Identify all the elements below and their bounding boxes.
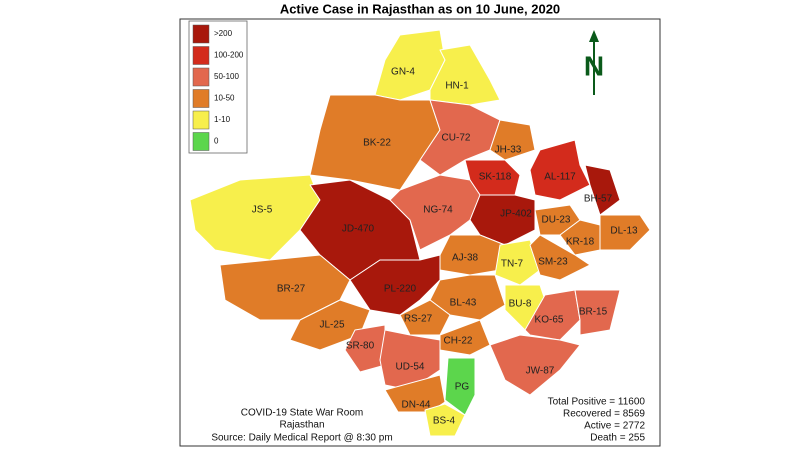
footer-line: Rajasthan xyxy=(279,420,324,431)
district-label: JP-402 xyxy=(500,209,532,220)
district-label: HN-1 xyxy=(445,81,469,92)
legend-swatch xyxy=(192,110,210,130)
district xyxy=(424,403,466,437)
district-label: SK-118 xyxy=(479,172,512,183)
district-label: SR-80 xyxy=(346,341,375,352)
district xyxy=(574,289,621,336)
district xyxy=(344,324,386,373)
district-label: RS-27 xyxy=(404,314,433,325)
district-label: JW-87 xyxy=(526,366,555,377)
map-title: Active Case in Rajasthan as on 10 June, … xyxy=(280,1,560,16)
district xyxy=(189,174,321,261)
legend-swatch xyxy=(192,24,210,44)
districts xyxy=(189,29,651,437)
legend-swatch xyxy=(192,132,210,151)
legend-swatch xyxy=(192,67,210,87)
district-label: SM-23 xyxy=(538,257,568,268)
district xyxy=(584,164,621,216)
district xyxy=(599,214,651,251)
legend-label: 10-50 xyxy=(214,94,235,103)
legend-label: 0 xyxy=(214,137,219,146)
district-label: BH-57 xyxy=(584,194,613,205)
district-label: BR-15 xyxy=(579,307,608,318)
district xyxy=(389,174,481,251)
district xyxy=(529,139,591,201)
legend-label: 100-200 xyxy=(214,51,244,60)
district-label: CH-22 xyxy=(444,336,473,347)
district-label: BU-8 xyxy=(509,299,532,310)
district-label: BK-22 xyxy=(363,138,391,149)
footer-line: COVID-19 State War Room xyxy=(241,408,363,419)
district-label: UD-54 xyxy=(396,362,425,373)
district-label: PL-220 xyxy=(384,284,417,295)
district-label: AJ-38 xyxy=(452,253,479,264)
district-label: DL-13 xyxy=(610,226,638,237)
district-label: JD-470 xyxy=(342,224,375,235)
district-label: KO-65 xyxy=(535,315,564,326)
district xyxy=(489,334,581,396)
district xyxy=(374,29,446,101)
district xyxy=(349,254,441,316)
stat-line: Total Positive = 11600 xyxy=(548,397,646,408)
north-label: N xyxy=(584,50,604,81)
legend-label: 50-100 xyxy=(214,72,239,81)
legend-label: 1-10 xyxy=(214,115,231,124)
district xyxy=(494,239,541,286)
district xyxy=(489,119,536,161)
footer-source: Source: Daily Medical Report @ 8:30 pm xyxy=(211,433,392,444)
north-arrow: N xyxy=(584,30,604,95)
map-frame xyxy=(179,18,661,447)
district-label: KR-18 xyxy=(566,237,595,248)
district-label: NG-74 xyxy=(423,205,453,216)
district-labels: GN-4 HN-1 BK-22 CU-72 JH-33 SK-118 AL-117 BH-57… xyxy=(252,67,638,427)
district-label: AL-117 xyxy=(544,172,576,183)
district-label: BR-27 xyxy=(277,284,306,295)
district-label: JS-5 xyxy=(252,205,273,216)
district-label: PG xyxy=(455,382,470,393)
stat-line: Active = 2772 xyxy=(584,421,645,432)
legend: >200 100-200 50-100 10-50 1-10 0 xyxy=(192,24,244,151)
stat-line: Recovered = 8569 xyxy=(563,409,645,420)
district-label: BS-4 xyxy=(433,416,456,427)
district-label: JL-25 xyxy=(319,320,344,331)
legend-label: >200 xyxy=(214,29,233,38)
district xyxy=(529,234,591,281)
north-arrow-head xyxy=(589,30,599,42)
district-label: DN-44 xyxy=(402,400,431,411)
legend-swatch xyxy=(192,46,210,65)
district xyxy=(469,194,536,246)
district-label: JH-33 xyxy=(495,145,522,156)
district-label: DU-23 xyxy=(542,215,571,226)
district-label: GN-4 xyxy=(391,67,415,78)
district xyxy=(399,299,451,336)
stat-line: Death = 255 xyxy=(590,433,645,444)
district-label: CU-72 xyxy=(442,133,471,144)
legend-swatch xyxy=(192,89,210,108)
district-label: BL-43 xyxy=(450,298,477,309)
district-label: TN-7 xyxy=(501,259,524,270)
district xyxy=(444,357,476,416)
